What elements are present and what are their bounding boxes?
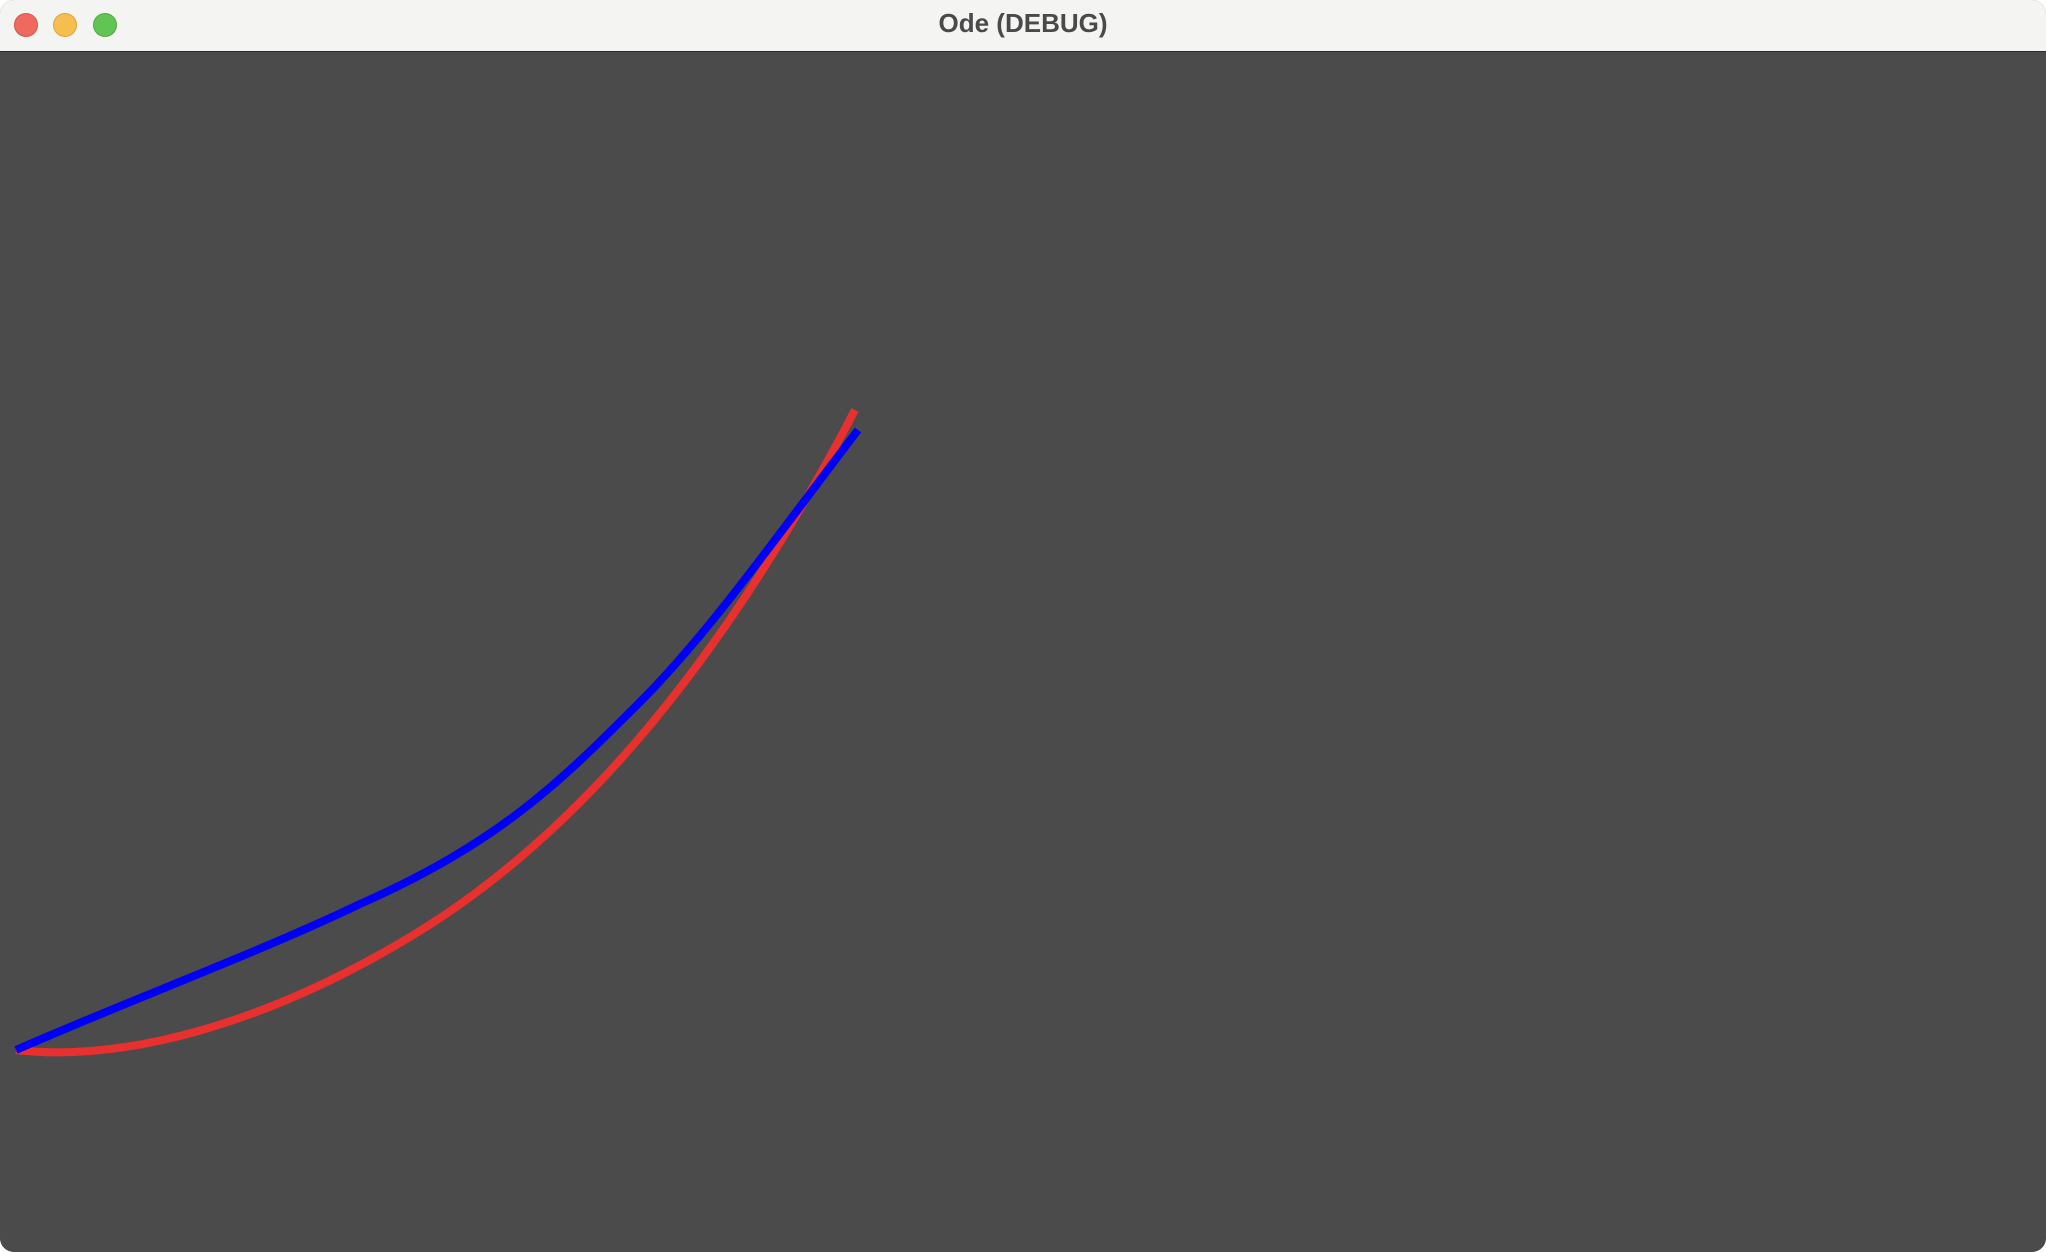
- maximize-icon[interactable]: [93, 13, 117, 37]
- drawing-canvas[interactable]: [0, 52, 2046, 1252]
- red-curve: [15, 408, 859, 1057]
- curves-svg: [14, 408, 862, 1057]
- close-icon[interactable]: [14, 13, 38, 37]
- window-title: Ode (DEBUG): [938, 8, 1108, 38]
- blue-curve: [14, 427, 862, 1054]
- minimize-icon[interactable]: [53, 13, 77, 37]
- title-bar[interactable]: Ode (DEBUG): [0, 0, 2046, 52]
